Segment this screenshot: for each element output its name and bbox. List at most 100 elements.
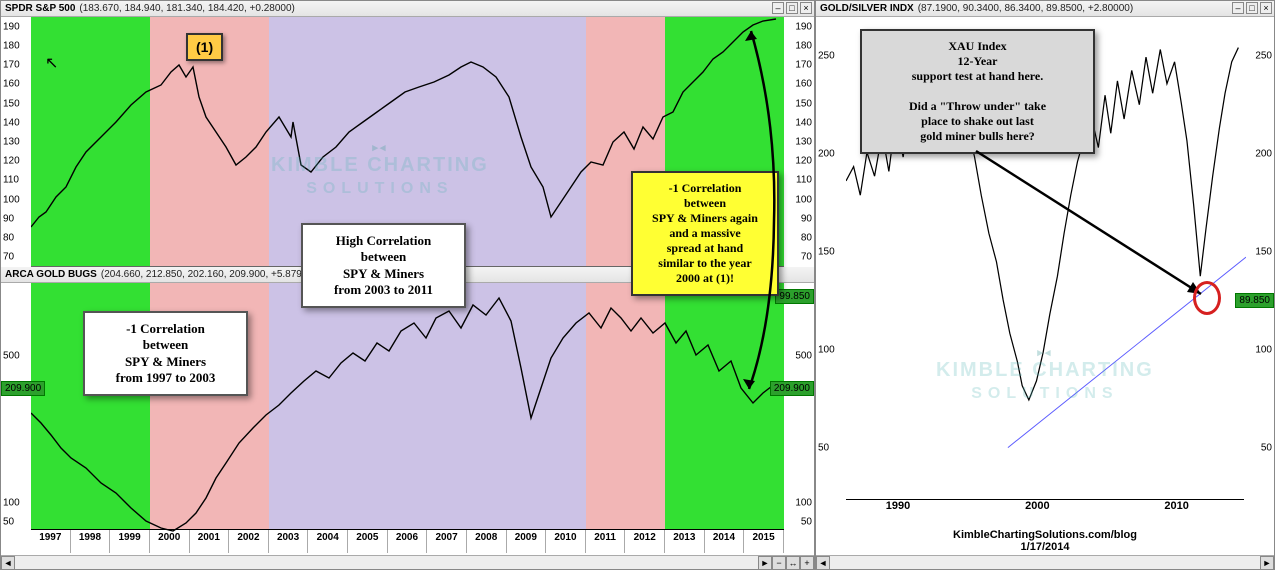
ytick: 80	[3, 233, 14, 244]
ytick: 180	[795, 40, 812, 51]
xaxis-year: 2010	[546, 530, 586, 553]
red-circle	[1193, 281, 1221, 315]
footer: KimbleChartingSolutions.com/blog 1/17/20…	[816, 529, 1274, 553]
ytick: 90	[3, 213, 14, 224]
callout-left: -1 CorrelationbetweenSPY & Minersfrom 19…	[83, 311, 248, 396]
xau-last-tag: 89.850	[1235, 293, 1274, 308]
left-panel: SPDR S&P 500 (183.670, 184.940, 181.340,…	[0, 0, 815, 570]
callout-mid: High CorrelationbetweenSPY & Minersfrom …	[301, 223, 466, 308]
xaxis-year: 2009	[507, 530, 547, 553]
spx-close-icon[interactable]: ×	[800, 2, 812, 14]
ytick: 130	[3, 137, 20, 148]
left-hscrollbar[interactable]: ◄ ► − ↔ +	[1, 555, 814, 569]
ytick: 140	[3, 117, 20, 128]
xau-callout: XAU Index12-Yearsupport test at hand her…	[860, 29, 1095, 154]
spx-max-icon[interactable]: □	[786, 2, 798, 14]
xau-ohlc: (87.1900, 90.3400, 86.3400, 89.8500, +2.…	[918, 3, 1133, 14]
ytick: 160	[795, 79, 812, 90]
xau-titlebar: GOLD/SILVER INDX (87.1900, 90.3400, 86.3…	[816, 1, 1274, 17]
ytick: 70	[801, 252, 812, 263]
ytick: 120	[3, 156, 20, 167]
xaxis-year: 2014	[705, 530, 745, 553]
ytick: 100	[795, 498, 812, 509]
ytick: 50	[1261, 442, 1272, 453]
ytick: 50	[818, 442, 829, 453]
spx-min-icon[interactable]: –	[772, 2, 784, 14]
hui-yaxis-left: 50 100 500	[1, 283, 31, 529]
xaxis-year: 1997	[31, 530, 71, 553]
ytick: 180	[3, 40, 20, 51]
ytick: 160	[3, 79, 20, 90]
xaxis-year: 2012	[625, 530, 665, 553]
ytick: 200	[1255, 149, 1272, 160]
ytick: 70	[3, 252, 14, 263]
ytick: 150	[1255, 247, 1272, 258]
ytick: 100	[3, 498, 20, 509]
spx-symbol: SPDR S&P 500	[5, 3, 75, 14]
right-hscrollbar[interactable]: ◄ ►	[816, 555, 1274, 569]
spx-ohlc: (183.670, 184.940, 181.340, 184.420, +0.…	[79, 3, 294, 14]
root: SPDR S&P 500 (183.670, 184.940, 181.340,…	[0, 0, 1275, 570]
right-panel: GOLD/SILVER INDX (87.1900, 90.3400, 86.3…	[815, 0, 1275, 570]
ytick: 120	[795, 156, 812, 167]
zoom-in-icon[interactable]: +	[800, 556, 814, 570]
ytick: 110	[3, 175, 19, 186]
ytick: 100	[818, 344, 835, 355]
zoom-fit-icon[interactable]: ↔	[786, 556, 800, 570]
spx-titlebar: SPDR S&P 500 (183.670, 184.940, 181.340,…	[1, 1, 814, 17]
xaxis-year: 2003	[269, 530, 309, 553]
hui-symbol: ARCA GOLD BUGS	[5, 269, 97, 280]
scroll-track[interactable]	[15, 556, 758, 570]
scroll-track[interactable]	[830, 556, 1260, 570]
xaxis-year: 2013	[665, 530, 705, 553]
ytick: 50	[801, 516, 812, 527]
zoom-out-icon[interactable]: −	[772, 556, 786, 570]
xaxis-year: 2002	[229, 530, 269, 553]
scroll-left-icon[interactable]: ◄	[816, 556, 830, 570]
ytick: 150	[818, 247, 835, 258]
scroll-left-icon[interactable]: ◄	[1, 556, 15, 570]
ytick: 190	[795, 21, 812, 32]
ytick: 170	[3, 60, 20, 71]
marker-1: (1)	[186, 33, 223, 61]
ytick: 190	[3, 21, 20, 32]
ytick: 100	[795, 194, 812, 205]
ytick: 130	[795, 137, 812, 148]
xau-arrow	[966, 146, 1226, 316]
spread-arrow	[689, 21, 784, 421]
ytick: 150	[795, 98, 812, 109]
xaxis-year: 2001	[190, 530, 230, 553]
ytick: 80	[801, 233, 812, 244]
xaxis-year: 2005	[348, 530, 388, 553]
xau-symbol: GOLD/SILVER INDX	[820, 3, 914, 14]
ytick: 100	[3, 194, 20, 205]
ytick: 50	[3, 516, 14, 527]
ytick: 250	[818, 51, 835, 62]
xaxis-year: 2000	[150, 530, 190, 553]
hui-ohlc: (204.660, 212.850, 202.160, 209.900, +5.…	[101, 269, 316, 280]
xau-yaxis-left: 50 100 150 200 250	[816, 17, 846, 499]
hui-last-tag-left: 209.900	[1, 381, 45, 396]
ytick: 110	[796, 175, 812, 186]
xau-max-icon[interactable]: □	[1246, 2, 1258, 14]
ytick: 200	[818, 149, 835, 160]
cursor-icon: ↖	[45, 53, 58, 73]
ytick: 100	[1255, 344, 1272, 355]
xaxis-year: 2008	[467, 530, 507, 553]
xaxis-year: 2007	[427, 530, 467, 553]
ytick: 500	[3, 351, 20, 362]
xaxis-year: 2004	[308, 530, 348, 553]
xaxis-year: 2006	[388, 530, 428, 553]
ytick: 250	[1255, 51, 1272, 62]
xaxis-year: 2011	[586, 530, 626, 553]
scroll-right-icon[interactable]: ►	[758, 556, 772, 570]
spx-yaxis-left: 708090100110120130140150160170180190	[1, 17, 31, 267]
ytick: 500	[795, 351, 812, 362]
xau-yaxis-right: 50 100 150 200 250	[1244, 17, 1274, 499]
ytick: 90	[801, 213, 812, 224]
xaxis-year: 2015	[744, 530, 784, 553]
xau-min-icon[interactable]: –	[1232, 2, 1244, 14]
scroll-right-icon[interactable]: ►	[1260, 556, 1274, 570]
ytick: 140	[795, 117, 812, 128]
xau-close-icon[interactable]: ×	[1260, 2, 1272, 14]
